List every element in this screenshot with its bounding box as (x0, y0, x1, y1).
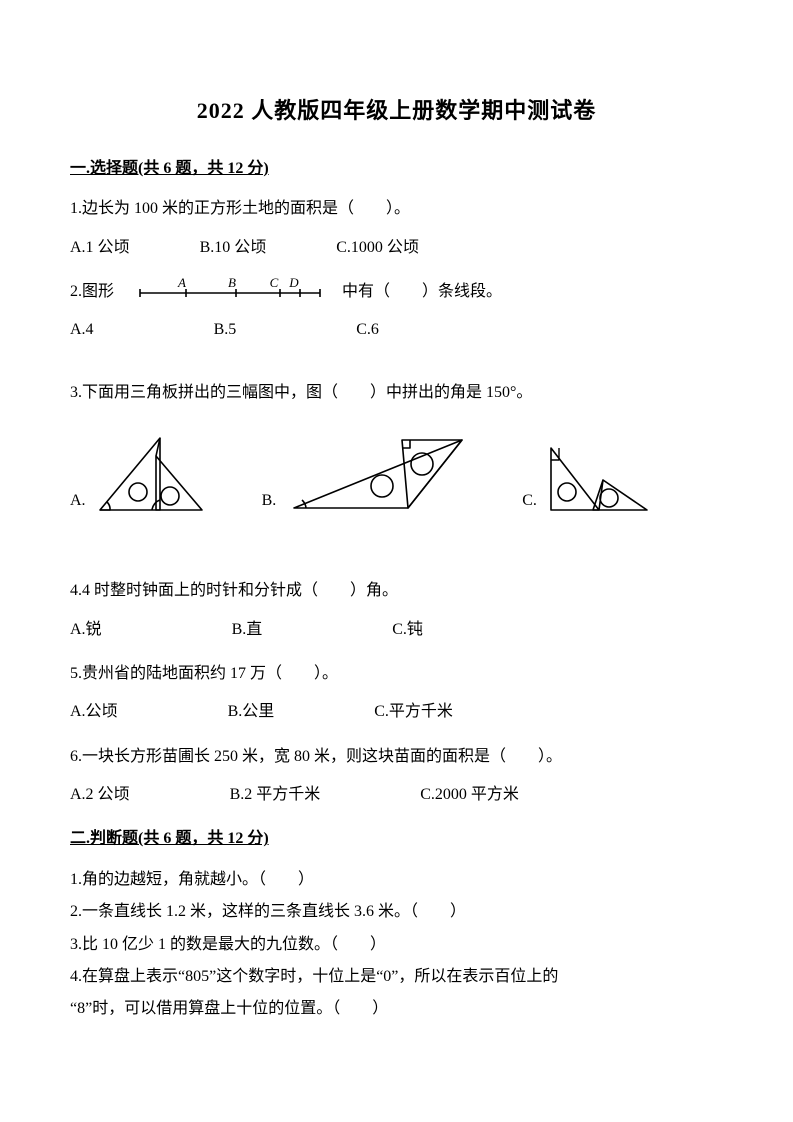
pt-b: B (228, 277, 236, 290)
s2-q4b: “8”时，可以借用算盘上十位的位置。（ ） (70, 994, 723, 1024)
q1-opt-c: C.1000 公顷 (336, 233, 419, 263)
q2-pre: 2.图形 (70, 277, 114, 307)
q5-opt-c: C.平方千米 (374, 697, 453, 727)
q6-options: A.2 公顷 B.2 平方千米 C.2000 平方米 (70, 780, 723, 810)
page-title: 2022 人教版四年级上册数学期中测试卷 (70, 90, 723, 132)
triangle-a-icon (92, 430, 212, 516)
exam-page: 2022 人教版四年级上册数学期中测试卷 一.选择题(共 6 题，共 12 分)… (0, 0, 793, 1122)
q5-options: A.公顷 B.公里 C.平方千米 (70, 697, 723, 727)
spacer (70, 360, 723, 378)
q4-opt-c: C.钝 (392, 615, 423, 645)
s2-q4a: 4.在算盘上表示“805”这个数字时，十位上是“0”，所以在表示百位上的 (70, 962, 723, 992)
pt-a: A (177, 277, 186, 290)
q2-opt-a: A.4 (70, 315, 94, 345)
q1-opt-a: A.1 公顷 (70, 233, 130, 263)
q6-opt-a: A.2 公顷 (70, 780, 130, 810)
q3-fig-c: C. (522, 440, 653, 516)
q3-opt-b: B. (262, 486, 277, 516)
q2-row: 2.图形 A B C D 中有（ ）条线段。 (70, 277, 723, 307)
q6-opt-b: B.2 平方千米 (230, 780, 321, 810)
q3-fig-b: B. (262, 430, 473, 516)
section2-heading: 二.判断题(共 6 题，共 12 分) (70, 824, 723, 854)
section1-heading: 一.选择题(共 6 题，共 12 分) (70, 154, 723, 184)
spacer2 (70, 556, 723, 576)
s2-q1: 1.角的边越短，角就越小。（ ） (70, 865, 723, 895)
q2-opt-b: B.5 (214, 315, 237, 345)
q5-opt-a: A.公顷 (70, 697, 118, 727)
s2-q2: 2.一条直线长 1.2 米，这样的三条直线长 3.6 米。（ ） (70, 897, 723, 927)
q4-text: 4.4 时整时钟面上的时针和分针成（ ）角。 (70, 576, 723, 606)
q5-text: 5.贵州省的陆地面积约 17 万（ ）。 (70, 659, 723, 689)
q2-post: 中有（ ）条线段。 (342, 277, 502, 307)
judge-list: 1.角的边越短，角就越小。（ ） 2.一条直线长 1.2 米，这样的三条直线长 … (70, 865, 723, 1025)
q4-opt-a: A.锐 (70, 615, 102, 645)
q1-options: A.1 公顷 B.10 公顷 C.1000 公顷 (70, 233, 723, 263)
q3-opt-c: C. (522, 486, 537, 516)
q6-opt-c: C.2000 平方米 (420, 780, 519, 810)
triangle-b-icon (282, 430, 472, 516)
q4-options: A.锐 B.直 C.钝 (70, 615, 723, 645)
q3-opt-a: A. (70, 486, 86, 516)
q5-opt-b: B.公里 (228, 697, 275, 727)
q4-opt-b: B.直 (232, 615, 263, 645)
line-segment-svg: A B C D (128, 277, 328, 307)
q3-text: 3.下面用三角板拼出的三幅图中，图（ ）中拼出的角是 150°。 (70, 378, 723, 408)
q2-options: A.4 B.5 C.6 (70, 315, 723, 345)
q1-opt-b: B.10 公顷 (200, 233, 267, 263)
q1-text: 1.边长为 100 米的正方形土地的面积是（ ）。 (70, 194, 723, 224)
q6-text: 6.一块长方形苗圃长 250 米，宽 80 米，则这块苗面的面积是（ ）。 (70, 742, 723, 772)
s2-q3: 3.比 10 亿少 1 的数是最大的九位数。（ ） (70, 930, 723, 960)
q3-fig-a: A. (70, 430, 212, 516)
q2-line-segment-figure: A B C D (128, 277, 328, 307)
q2-opt-c: C.6 (356, 315, 379, 345)
q3-figures: A. B. (70, 430, 723, 516)
pt-d: D (288, 277, 299, 290)
pt-c: C (270, 277, 279, 290)
triangle-c-icon (543, 440, 653, 516)
